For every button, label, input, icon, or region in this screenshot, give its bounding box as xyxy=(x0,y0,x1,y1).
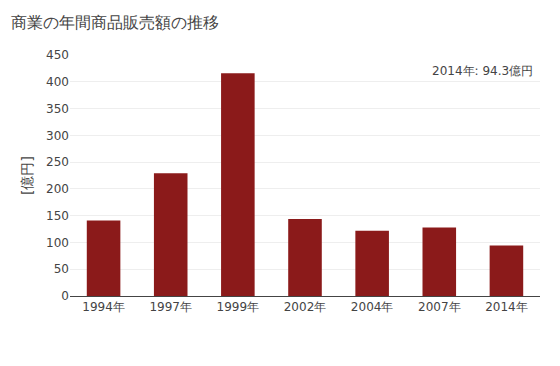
svg-text:100: 100 xyxy=(46,236,69,250)
svg-text:1994年: 1994年 xyxy=(82,300,125,314)
svg-text:50: 50 xyxy=(54,262,69,276)
svg-text:2004年: 2004年 xyxy=(351,300,394,314)
svg-text:2014年: 94.3億円: 2014年: 94.3億円 xyxy=(432,64,533,78)
svg-text:200: 200 xyxy=(46,182,69,196)
svg-text:2014年: 2014年 xyxy=(485,300,528,314)
svg-text:450: 450 xyxy=(46,48,69,62)
svg-text:300: 300 xyxy=(46,129,69,143)
svg-text:350: 350 xyxy=(46,102,69,116)
svg-text:2007年: 2007年 xyxy=(418,300,461,314)
svg-text:商業の年間商品販売額の推移: 商業の年間商品販売額の推移 xyxy=(11,13,219,32)
svg-text:400: 400 xyxy=(46,75,69,89)
svg-text:[億円]: [億円] xyxy=(19,156,35,195)
svg-text:150: 150 xyxy=(46,209,69,223)
svg-text:0: 0 xyxy=(61,289,69,303)
svg-text:2002年: 2002年 xyxy=(284,300,327,314)
svg-text:250: 250 xyxy=(46,155,69,169)
svg-text:1997年: 1997年 xyxy=(149,300,192,314)
svg-text:1999年: 1999年 xyxy=(217,300,260,314)
